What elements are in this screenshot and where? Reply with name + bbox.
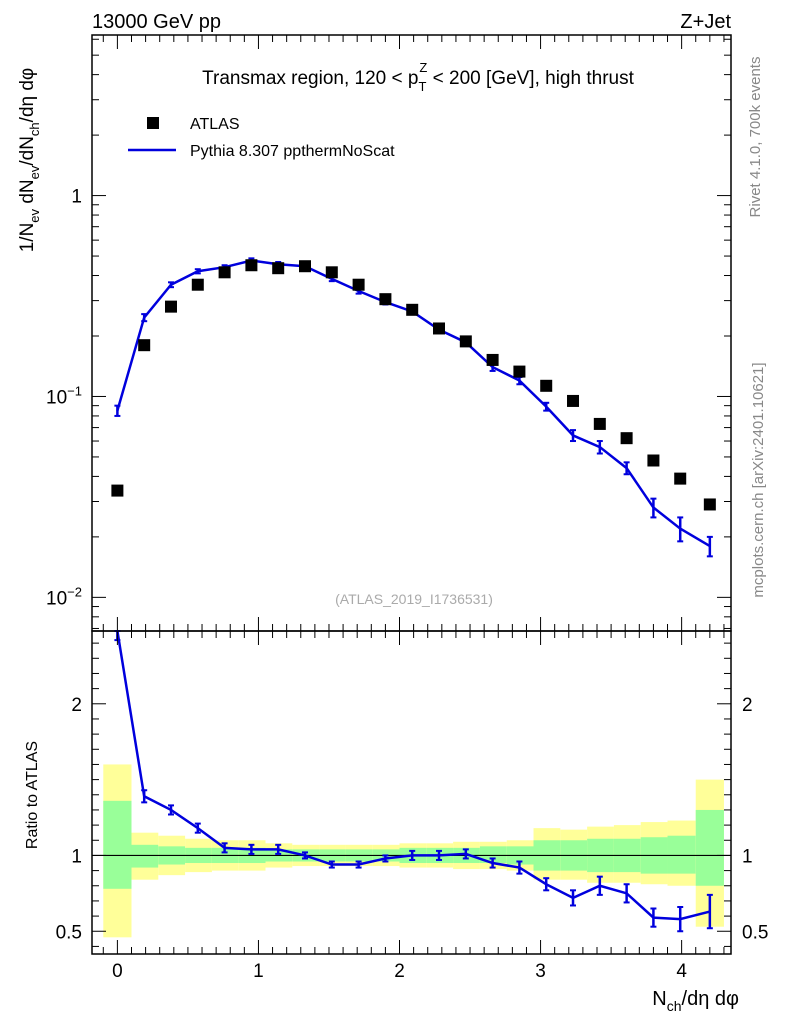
atlas-data-point — [245, 259, 258, 272]
main-y-tick-label: 1 — [71, 187, 82, 208]
legend-atlas-label: ATLAS — [190, 116, 240, 133]
main-y-axis-label: 1/Nev dNev/dNch/dη dφ — [17, 68, 42, 253]
atlas-data-point — [191, 278, 204, 291]
atlas-data-point — [111, 484, 124, 497]
ratio-y-tick-label-right: 2 — [742, 695, 753, 716]
uncertainty-band-inner — [479, 846, 507, 864]
x-tick-label: 3 — [535, 961, 546, 982]
uncertainty-band-inner — [695, 809, 724, 886]
mcplots-credit-label: mcplots.cern.ch [arXiv:2401.10621] — [750, 362, 767, 597]
header-process-label: Z+Jet — [680, 11, 731, 33]
x-tick-label: 1 — [253, 961, 264, 982]
atlas-data-point — [703, 498, 716, 511]
pythia-line — [116, 259, 711, 548]
x-tick-label: 0 — [112, 961, 123, 982]
atlas-data-point — [352, 278, 365, 291]
x-tick-label: 4 — [676, 961, 687, 982]
main-y-tick-label: 10−2 — [46, 584, 82, 609]
x-axis-label: Nch/dη dφ — [652, 988, 739, 1014]
ratio-y-tick-label-left: 0.5 — [56, 922, 82, 943]
atlas-data-point — [406, 303, 419, 316]
atlas-data-point — [325, 266, 338, 279]
atlas-data-point — [299, 260, 311, 273]
atlas-data-point — [138, 339, 151, 352]
uncertainty-band-inner — [131, 844, 159, 868]
ratio-panel: Ratio to ATLAS Nch/dη dφ 0.5 0.5 1 1 2 2 0 1 2 3 4 — [24, 630, 768, 1014]
main-plot-area — [111, 257, 716, 558]
ratio-y-axis-label: Ratio to ATLAS — [24, 741, 41, 849]
atlas-data-point — [218, 266, 231, 279]
main-frame — [91, 34, 732, 632]
main-panel: Transmax region, 120 < pTZ < 200 [GeV], … — [17, 34, 732, 632]
main-title: Transmax region, 120 < pTZ < 200 [GeV], … — [202, 60, 634, 94]
ratio-y-tick-label-right: 0.5 — [742, 922, 768, 943]
uncertainty-band-inner — [103, 800, 132, 889]
ratio-y-tick-label-left: 2 — [71, 695, 82, 716]
atlas-data-point — [379, 293, 392, 306]
ratio-y-tick-label-left: 1 — [71, 846, 82, 867]
atlas-data-point — [164, 300, 177, 313]
rivet-version-label: Rivet 4.1.0, 700k events — [747, 57, 764, 218]
atlas-data-point — [272, 262, 285, 275]
atlas-data-point — [486, 353, 499, 366]
header-energy-label: 13000 GeV pp — [92, 11, 221, 33]
ratio-y-tick-label-right: 1 — [742, 846, 753, 867]
atlas-data-point — [459, 335, 472, 348]
atlas-data-point — [647, 454, 660, 467]
legend-atlas-marker — [147, 117, 159, 129]
atlas-data-point — [567, 394, 580, 407]
main-y-tick-label: 10−1 — [46, 383, 82, 408]
x-tick-label: 2 — [394, 961, 405, 982]
ratio-frame — [91, 630, 732, 955]
atlas-data-point — [540, 379, 553, 392]
atlas-data-point — [513, 365, 526, 378]
atlas-data-point — [620, 432, 633, 445]
atlas-data-point — [674, 472, 687, 485]
analysis-watermark: (ATLAS_2019_I1736531) — [335, 591, 493, 607]
atlas-data-point — [593, 417, 606, 430]
uncertainty-band-inner — [667, 835, 696, 874]
legend-pythia-label: Pythia 8.307 ppthermNoScat — [190, 143, 395, 160]
atlas-data-point — [433, 322, 446, 335]
ratio-plot-area — [92, 630, 731, 938]
